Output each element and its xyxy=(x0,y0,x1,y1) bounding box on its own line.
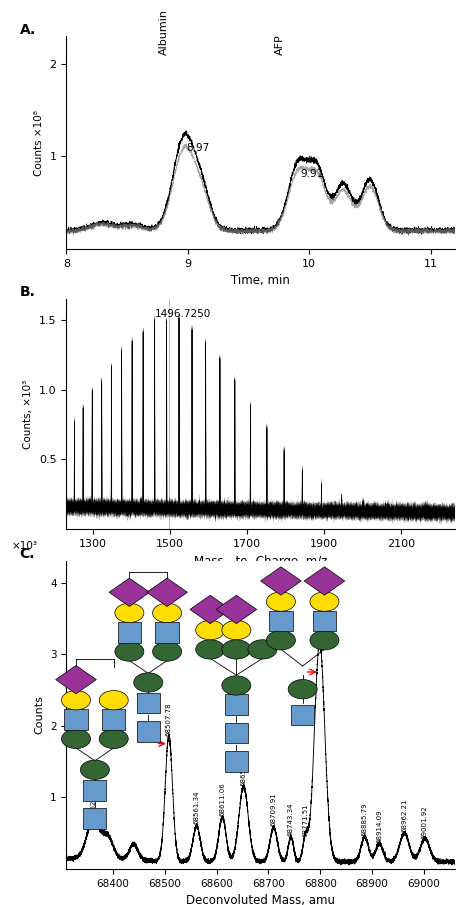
Ellipse shape xyxy=(115,642,144,662)
Text: 68362: 68362 xyxy=(91,799,96,822)
FancyBboxPatch shape xyxy=(225,723,248,743)
Polygon shape xyxy=(261,567,301,595)
Text: 68885.79: 68885.79 xyxy=(362,802,368,836)
Text: 69001.92: 69001.92 xyxy=(422,805,428,839)
Y-axis label: Counts, ×10³: Counts, ×10³ xyxy=(23,379,34,449)
FancyBboxPatch shape xyxy=(137,692,160,713)
FancyBboxPatch shape xyxy=(102,710,125,729)
FancyBboxPatch shape xyxy=(313,611,336,631)
Ellipse shape xyxy=(134,672,163,692)
FancyBboxPatch shape xyxy=(269,611,292,631)
X-axis label: Mass  -to- Charge, m/z: Mass -to- Charge, m/z xyxy=(194,555,328,567)
Ellipse shape xyxy=(288,680,317,699)
Ellipse shape xyxy=(222,676,251,695)
Ellipse shape xyxy=(310,592,339,611)
FancyBboxPatch shape xyxy=(137,721,160,742)
FancyBboxPatch shape xyxy=(155,622,179,643)
Ellipse shape xyxy=(115,604,144,623)
Ellipse shape xyxy=(81,760,109,779)
Polygon shape xyxy=(304,567,345,595)
Text: 68962.21: 68962.21 xyxy=(401,798,407,832)
FancyBboxPatch shape xyxy=(83,808,107,829)
Ellipse shape xyxy=(310,631,339,650)
FancyBboxPatch shape xyxy=(225,694,248,715)
Text: 68709.91: 68709.91 xyxy=(271,792,277,826)
Ellipse shape xyxy=(62,691,91,710)
X-axis label: Deconvoluted Mass, amu: Deconvoluted Mass, amu xyxy=(186,894,335,905)
FancyBboxPatch shape xyxy=(64,710,88,729)
Text: 68611.06: 68611.06 xyxy=(219,782,225,815)
Polygon shape xyxy=(109,578,150,606)
Ellipse shape xyxy=(153,604,182,623)
Text: 8.97: 8.97 xyxy=(187,143,210,153)
Ellipse shape xyxy=(153,642,182,662)
Y-axis label: Counts ×10⁸: Counts ×10⁸ xyxy=(34,110,44,176)
Text: 68507.78: 68507.78 xyxy=(166,702,172,736)
FancyBboxPatch shape xyxy=(83,780,107,801)
Text: ×10³: ×10³ xyxy=(12,541,38,551)
Ellipse shape xyxy=(266,631,295,650)
Ellipse shape xyxy=(248,640,277,659)
Ellipse shape xyxy=(99,691,128,710)
Polygon shape xyxy=(190,595,230,624)
Polygon shape xyxy=(147,578,187,606)
Text: 68561.34: 68561.34 xyxy=(193,791,200,824)
FancyBboxPatch shape xyxy=(291,705,314,725)
Text: 68771.51: 68771.51 xyxy=(302,804,309,837)
Ellipse shape xyxy=(266,592,295,611)
Text: AFP: AFP xyxy=(275,34,285,54)
Ellipse shape xyxy=(196,621,225,640)
Text: B.: B. xyxy=(20,285,36,300)
Polygon shape xyxy=(55,665,96,694)
FancyBboxPatch shape xyxy=(225,751,248,772)
Text: C.: C. xyxy=(20,547,35,561)
Text: 9.91: 9.91 xyxy=(301,168,324,178)
Ellipse shape xyxy=(99,729,128,748)
Ellipse shape xyxy=(222,621,251,640)
Polygon shape xyxy=(216,595,256,624)
Text: 68652.00: 68652.00 xyxy=(241,752,246,786)
Text: 1496.7250: 1496.7250 xyxy=(155,309,211,319)
Ellipse shape xyxy=(62,729,91,748)
FancyBboxPatch shape xyxy=(118,622,141,643)
Text: 68743.34: 68743.34 xyxy=(288,803,294,836)
Y-axis label: Counts: Counts xyxy=(35,696,45,734)
Ellipse shape xyxy=(196,640,225,659)
Text: 68798.70: 68798.70 xyxy=(317,609,323,643)
X-axis label: Time, min: Time, min xyxy=(231,274,290,287)
Text: Albumin: Albumin xyxy=(158,9,169,54)
Ellipse shape xyxy=(222,640,251,659)
Text: A.: A. xyxy=(20,23,36,37)
Text: 68914.09: 68914.09 xyxy=(376,809,383,843)
